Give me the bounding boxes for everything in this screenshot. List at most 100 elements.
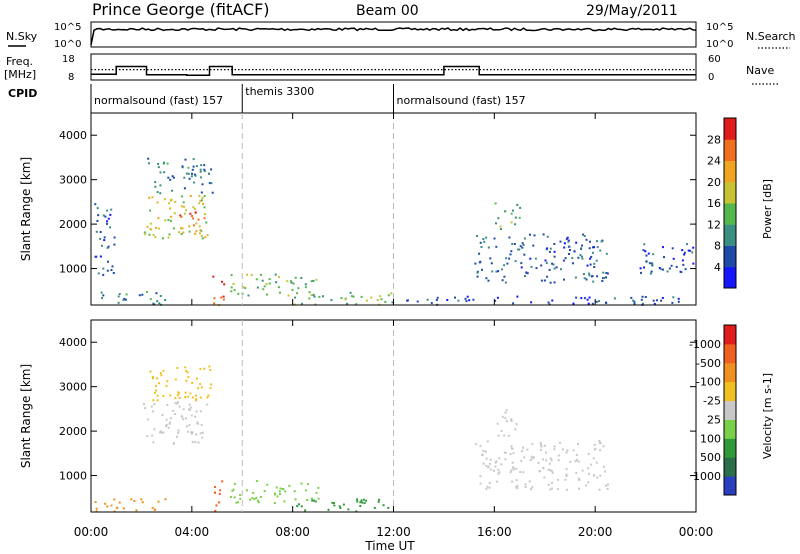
heatmap-cell bbox=[176, 367, 179, 369]
heatmap-cell bbox=[133, 500, 136, 502]
heatmap-cell bbox=[265, 283, 268, 285]
heatmap-cell bbox=[191, 172, 193, 175]
heatmap-cell bbox=[642, 249, 645, 252]
heatmap-cell bbox=[191, 441, 194, 443]
heatmap-cell bbox=[304, 286, 307, 289]
colorbar-swatch bbox=[724, 457, 736, 477]
heatmap-cell bbox=[593, 262, 596, 265]
heatmap-cell bbox=[591, 275, 594, 277]
heatmap-cell bbox=[116, 506, 119, 509]
colorbar-tick-label: -100 bbox=[696, 376, 721, 389]
heatmap-cell bbox=[355, 510, 358, 513]
heatmap-cell bbox=[187, 395, 190, 398]
heatmap-cell bbox=[489, 462, 491, 465]
heatmap-cell bbox=[182, 408, 185, 411]
heatmap-cell bbox=[521, 242, 524, 245]
x-tick-label: 00:00 bbox=[679, 525, 714, 539]
heatmap-cell bbox=[479, 482, 482, 485]
heatmap-cell bbox=[466, 295, 469, 298]
heatmap-cell bbox=[141, 501, 144, 504]
heatmap-cell bbox=[518, 216, 521, 219]
colorbar-tick-label: 24 bbox=[707, 155, 721, 168]
heatmap-cell bbox=[476, 275, 479, 278]
power-axis: 1000 2000 3000 4000 bbox=[59, 113, 697, 305]
heatmap-cell bbox=[144, 233, 147, 236]
heatmap-cell bbox=[110, 504, 113, 507]
heatmap-cell bbox=[292, 282, 295, 285]
n-search-label: N.Search bbox=[746, 30, 796, 43]
heatmap-cell bbox=[531, 457, 534, 460]
heatmap-cell bbox=[537, 461, 540, 464]
heatmap-cell bbox=[173, 442, 175, 445]
heatmap-cell bbox=[373, 506, 376, 509]
heatmap-cell bbox=[559, 441, 562, 444]
heatmap-cell bbox=[479, 444, 482, 447]
heatmap-cell bbox=[557, 459, 560, 462]
heatmap-cell bbox=[182, 231, 185, 234]
heatmap-cell bbox=[195, 230, 198, 233]
colorbar-swatch bbox=[724, 325, 736, 345]
heatmap-cell bbox=[184, 396, 187, 398]
colorbar-swatch bbox=[724, 343, 736, 364]
heatmap-cell bbox=[605, 272, 608, 274]
heatmap-cell bbox=[95, 507, 98, 510]
heatmap-cell bbox=[193, 224, 195, 227]
y-tick-label: 4000 bbox=[59, 336, 87, 349]
heatmap-cell bbox=[500, 268, 503, 271]
heatmap-cell bbox=[485, 457, 488, 460]
heatmap-cell bbox=[304, 509, 307, 512]
heatmap-cell bbox=[191, 396, 194, 399]
heatmap-cell bbox=[100, 291, 103, 294]
heatmap-cell bbox=[661, 297, 664, 299]
heatmap-cell bbox=[287, 294, 290, 297]
heatmap-cell bbox=[306, 499, 309, 501]
heatmap-cell bbox=[553, 243, 556, 245]
heatmap-cell bbox=[652, 299, 655, 302]
heatmap-cell bbox=[333, 504, 336, 507]
heatmap-cell bbox=[106, 505, 109, 508]
heatmap-cell bbox=[380, 298, 383, 301]
heatmap-cell bbox=[168, 233, 171, 236]
heatmap-cell bbox=[188, 225, 191, 228]
heatmap-cell bbox=[485, 277, 488, 280]
y-tick-label: 2000 bbox=[59, 218, 87, 231]
heatmap-cell bbox=[545, 261, 548, 264]
heatmap-cell bbox=[286, 280, 289, 283]
heatmap-cell bbox=[495, 460, 498, 463]
heatmap-cell bbox=[640, 271, 642, 274]
heatmap-cell bbox=[481, 454, 484, 457]
heatmap-cell bbox=[172, 227, 175, 230]
heatmap-cell bbox=[495, 270, 498, 273]
heatmap-cell bbox=[194, 415, 197, 418]
heatmap-cell bbox=[296, 292, 299, 295]
heatmap-cell bbox=[496, 480, 499, 483]
heatmap-cell bbox=[201, 237, 204, 240]
heatmap-cell bbox=[660, 299, 663, 302]
colorbar-swatch bbox=[724, 419, 736, 439]
cpid-segment-label: normalsound (fast) 157 bbox=[397, 94, 526, 107]
heatmap-cell bbox=[237, 292, 240, 295]
heatmap-cell bbox=[509, 253, 512, 256]
heatmap-cell bbox=[199, 432, 202, 435]
heatmap-cell bbox=[94, 501, 97, 503]
heatmap-cell bbox=[356, 500, 359, 503]
heatmap-cell bbox=[349, 291, 352, 294]
heatmap-cell bbox=[165, 385, 168, 387]
heatmap-cell bbox=[189, 406, 192, 409]
colorbar-tick-label: -1000 bbox=[689, 338, 721, 351]
heatmap-cell bbox=[602, 465, 605, 468]
heatmap-cell bbox=[198, 225, 201, 228]
heatmap-cell bbox=[191, 431, 194, 434]
heatmap-cell bbox=[510, 418, 513, 421]
heatmap-cell bbox=[162, 431, 165, 434]
heatmap-cell bbox=[130, 498, 133, 501]
heatmap-cell bbox=[643, 266, 646, 269]
heatmap-cell bbox=[672, 296, 675, 299]
y-tick-label: 3000 bbox=[59, 174, 87, 187]
heatmap-cell bbox=[158, 382, 161, 385]
heatmap-cell bbox=[230, 274, 233, 277]
heatmap-cell bbox=[172, 410, 175, 412]
heatmap-cell bbox=[564, 257, 567, 260]
heatmap-cell bbox=[147, 162, 150, 165]
heatmap-cell bbox=[509, 471, 512, 474]
